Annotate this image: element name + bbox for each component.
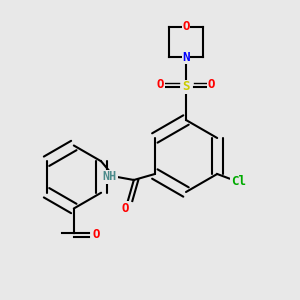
- Text: Cl: Cl: [231, 175, 246, 188]
- Text: O: O: [182, 20, 190, 34]
- Text: N: N: [182, 50, 190, 64]
- Text: O: O: [157, 78, 164, 91]
- Text: O: O: [121, 202, 129, 215]
- Text: S: S: [182, 80, 190, 94]
- Text: NH: NH: [103, 170, 117, 184]
- Text: O: O: [93, 228, 100, 242]
- Text: O: O: [208, 78, 215, 91]
